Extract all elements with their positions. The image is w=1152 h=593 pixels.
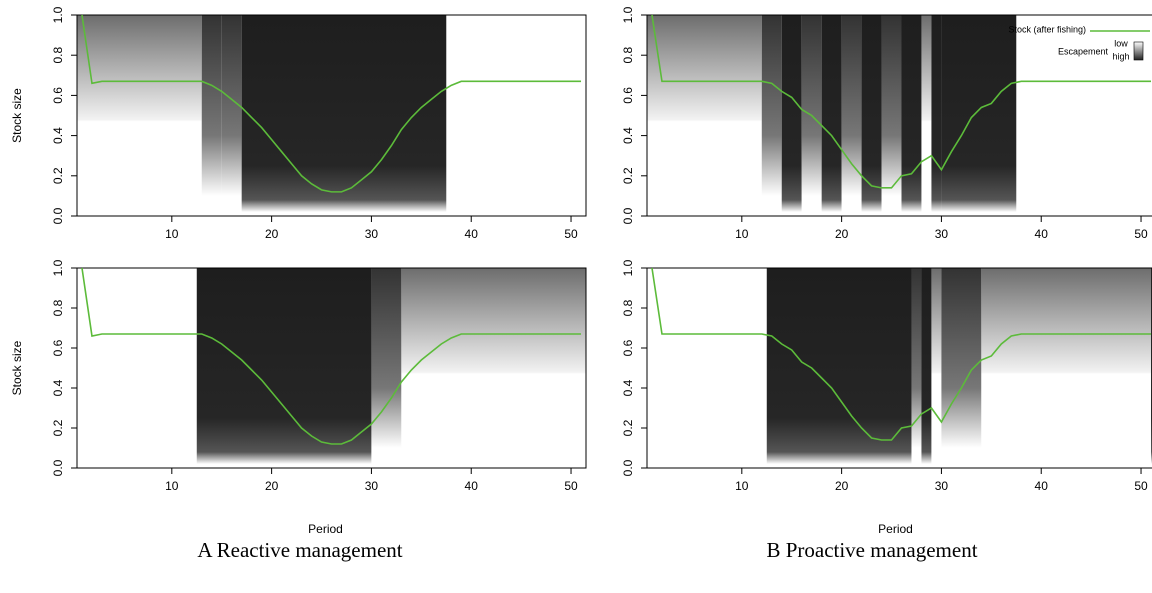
heat-region [881, 15, 902, 216]
x-tick-label: 30 [365, 227, 379, 241]
legend-label: Stock (after fishing) [1008, 24, 1086, 34]
stock-line [81, 14, 582, 193]
heat-region [221, 15, 242, 216]
x-tick-label: 10 [165, 227, 179, 241]
y-tick-label: 0.2 [621, 167, 635, 184]
heat-region [921, 15, 932, 216]
x-tick-label: 20 [265, 479, 279, 493]
y-tick-label: 0.0 [621, 207, 635, 224]
y-tick-label: 1.0 [51, 259, 65, 276]
y-tick-label: 0.4 [621, 379, 635, 396]
y-tick-label: 0.0 [51, 459, 65, 476]
y-axis-label: Stock size [10, 88, 24, 143]
heat-region [941, 268, 982, 468]
x-tick-label: 50 [564, 479, 578, 493]
heat-region [821, 15, 842, 216]
heat-region [241, 15, 447, 216]
y-tick-label: 1.0 [621, 6, 635, 23]
heat-region [201, 15, 222, 216]
y-tick-label: 0.0 [51, 207, 65, 224]
y-tick-label: 0.4 [51, 379, 65, 396]
heat-region [901, 15, 922, 216]
y-tick-label: 0.2 [51, 419, 65, 436]
plot-frame [646, 267, 1152, 469]
x-tick-label: 50 [1134, 479, 1148, 493]
x-tick-label: 20 [835, 479, 849, 493]
heat-region [981, 268, 1152, 468]
caption: A Reactive management [197, 538, 402, 562]
y-tick-label: 1.0 [621, 259, 635, 276]
heat-region [77, 15, 202, 216]
x-tick-label: 30 [935, 227, 949, 241]
y-tick-label: 0.6 [621, 87, 635, 104]
heat-region [401, 268, 586, 468]
x-tick-label: 20 [835, 227, 849, 241]
x-tick-label: 20 [265, 227, 279, 241]
legend-high: high [1112, 51, 1129, 61]
y-tick-label: 0.8 [51, 299, 65, 316]
heat-region [911, 268, 922, 468]
y-tick-label: 0.8 [621, 47, 635, 64]
heat-region [861, 15, 882, 216]
heat-region [196, 268, 372, 468]
y-tick-label: 0.2 [621, 419, 635, 436]
y-tick-label: 0.8 [51, 47, 65, 64]
heat-region [766, 268, 912, 468]
y-tick-label: 0.8 [621, 299, 635, 316]
x-tick-label: 40 [1035, 479, 1049, 493]
x-tick-label: 30 [365, 479, 379, 493]
x-tick-label: 40 [465, 227, 479, 241]
x-axis-label: Period [878, 522, 913, 536]
heat-region [761, 15, 782, 216]
x-tick-label: 10 [735, 227, 749, 241]
heat-region [941, 15, 1017, 216]
plot-frame [76, 14, 587, 217]
stock-line [81, 267, 582, 445]
stock-line [651, 267, 1152, 441]
caption: B Proactive management [766, 538, 977, 562]
legend-title: Escapement [1058, 46, 1109, 56]
plot-frame [646, 14, 1152, 217]
y-tick-label: 0.4 [51, 127, 65, 144]
y-tick-label: 0.6 [51, 87, 65, 104]
heat-region [931, 268, 942, 468]
y-tick-label: 0.0 [621, 459, 635, 476]
x-tick-label: 40 [465, 479, 479, 493]
y-axis-label: Stock size [10, 340, 24, 395]
plot-frame [76, 267, 587, 469]
x-tick-label: 40 [1035, 227, 1049, 241]
heat-region [647, 15, 762, 216]
x-tick-label: 10 [165, 479, 179, 493]
x-axis-label: Period [308, 522, 343, 536]
y-tick-label: 0.6 [621, 339, 635, 356]
x-tick-label: 30 [935, 479, 949, 493]
stock-line [651, 14, 1152, 189]
y-tick-label: 0.4 [621, 127, 635, 144]
legend-gradient [1133, 41, 1144, 61]
heat-region [781, 15, 802, 216]
x-tick-label: 50 [564, 227, 578, 241]
y-tick-label: 0.2 [51, 167, 65, 184]
y-tick-label: 1.0 [51, 6, 65, 23]
legend-low: low [1114, 38, 1128, 48]
x-tick-label: 50 [1134, 227, 1148, 241]
y-tick-label: 0.6 [51, 339, 65, 356]
heat-region [921, 268, 932, 468]
x-tick-label: 10 [735, 479, 749, 493]
heat-region [841, 15, 862, 216]
heat-region [931, 15, 942, 216]
heat-region [371, 268, 402, 468]
